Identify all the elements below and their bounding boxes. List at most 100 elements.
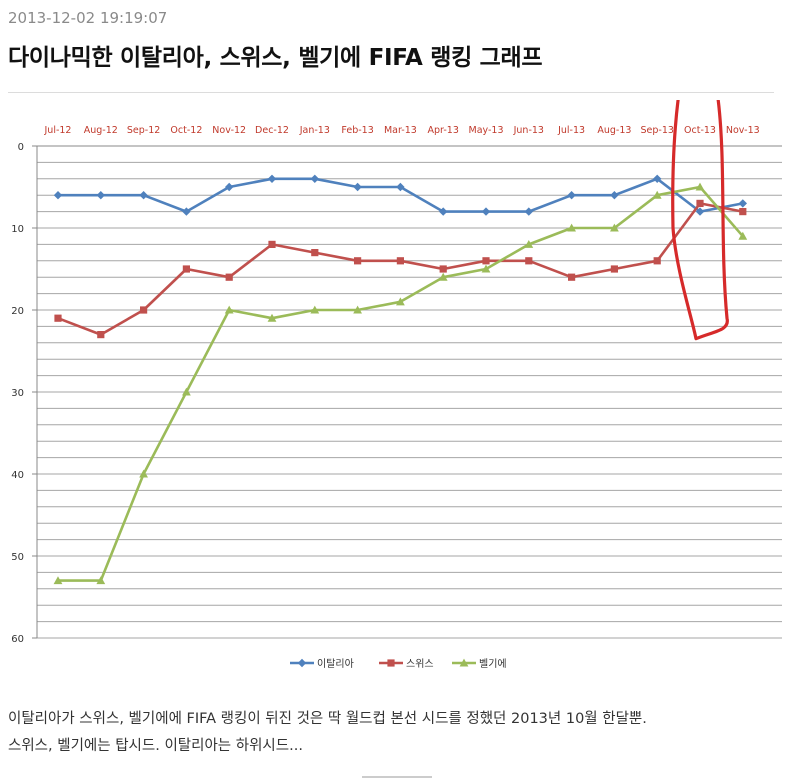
x-tick-label: Jun-13 — [513, 125, 544, 136]
data-point-switzerland — [696, 199, 704, 207]
data-point-switzerland — [739, 208, 747, 216]
data-point-belgium — [182, 387, 191, 396]
legend-swatch-marker — [387, 659, 395, 667]
data-point-belgium — [224, 305, 234, 314]
x-tick-label: Jul-12 — [44, 125, 72, 136]
legend-swatch-marker — [297, 658, 307, 668]
x-tick-label: Dec-12 — [255, 125, 289, 136]
data-point-switzerland — [268, 240, 276, 248]
x-tick-label: Oct-13 — [684, 125, 716, 136]
ranking-chart: Jul-12 Aug-12 Sep-12 Oct-12 Nov-12 Dec-12 Jan-… — [11, 100, 782, 670]
y-tick-label: 40 — [11, 470, 24, 481]
title-divider — [8, 92, 774, 93]
legend-item-switzerland: 스위스 — [379, 657, 434, 670]
data-point-switzerland — [311, 249, 319, 257]
post-title: 다이나믹한 이탈리아, 스위스, 벨기에 FIFA 랭킹 그래프 — [8, 45, 543, 71]
y-tick-label: 10 — [11, 224, 24, 235]
data-point-belgium — [738, 231, 748, 240]
data-point-belgium — [610, 223, 619, 232]
data-point-belgium — [353, 305, 362, 314]
data-point-italy — [353, 182, 362, 192]
data-point-italy — [738, 199, 747, 208]
x-tick-label: Sep-12 — [127, 125, 160, 136]
y-tick-label: 20 — [11, 306, 24, 317]
y-tick-label: 50 — [11, 552, 24, 563]
data-point-italy — [53, 191, 63, 200]
data-point-belgium — [139, 469, 148, 478]
data-point-italy — [610, 191, 619, 200]
x-tick-label: Jul-13 — [557, 125, 585, 136]
body-line-2: 스위스, 벨기에는 탑시드. 이탈리아는 하위시드... — [8, 738, 303, 754]
x-tick-label: Nov-13 — [726, 125, 760, 136]
legend-item-italy: 이탈리아 — [290, 657, 354, 670]
data-point-italy — [524, 207, 533, 216]
x-tick-label: Apr-13 — [428, 125, 459, 136]
data-point-italy — [695, 207, 705, 216]
y-tick-label: 30 — [11, 388, 24, 399]
series-belgium — [53, 182, 748, 585]
series-line-belgium — [58, 185, 744, 582]
chart-legend: 이탈리아 스위스 벨기에 — [290, 657, 507, 670]
series-italy — [53, 174, 747, 216]
data-point-belgium — [53, 576, 63, 585]
data-point-belgium — [396, 297, 405, 306]
annotation-loop — [671, 100, 729, 341]
data-point-belgium — [438, 272, 448, 281]
series-switzerland — [54, 199, 747, 339]
red-circle-annotation — [671, 100, 729, 341]
data-point-switzerland — [653, 257, 661, 265]
x-tick-label: Oct-12 — [170, 125, 202, 136]
data-point-belgium — [96, 576, 106, 585]
chart-gridlines — [37, 161, 782, 639]
chart-axes — [32, 145, 782, 639]
data-point-italy — [267, 174, 277, 183]
data-point-italy — [439, 207, 448, 216]
legend-label: 벨기에 — [479, 658, 507, 670]
data-point-belgium — [310, 305, 320, 314]
data-point-italy — [481, 207, 491, 216]
data-point-italy — [139, 191, 148, 200]
data-point-switzerland — [525, 257, 533, 265]
y-tick-labels: 0 10 20 30 40 50 60 — [11, 142, 24, 645]
data-point-switzerland — [482, 257, 490, 265]
data-point-italy — [96, 191, 105, 200]
x-tick-label: Sep-13 — [640, 125, 673, 136]
x-tick-label: Feb-13 — [341, 125, 373, 136]
y-tick-label: 0 — [18, 142, 24, 153]
data-point-switzerland — [396, 257, 404, 265]
bottom-separator — [362, 776, 432, 778]
data-point-switzerland — [354, 257, 362, 265]
data-point-belgium — [524, 240, 534, 248]
x-tick-label: Mar-13 — [384, 125, 417, 136]
x-tick-label: May-13 — [469, 125, 504, 136]
data-point-belgium — [567, 223, 576, 232]
data-point-switzerland — [568, 273, 576, 281]
data-point-switzerland — [439, 265, 447, 273]
x-tick-label: Nov-12 — [212, 125, 246, 136]
data-point-switzerland — [182, 265, 190, 273]
data-point-italy — [567, 191, 576, 200]
legend-swatch-marker — [459, 658, 469, 667]
data-point-italy — [182, 207, 191, 216]
x-tick-label: Jan-13 — [299, 125, 330, 136]
x-tick-labels: Jul-12 Aug-12 Sep-12 Oct-12 Nov-12 Dec-12 Jan-… — [44, 125, 760, 136]
series-line-switzerland — [57, 202, 744, 336]
data-point-switzerland — [54, 314, 62, 322]
post-body: 이탈리아가 스위스, 벨기에에 FIFA 랭킹이 뒤진 것은 딱 월드컵 본선 … — [8, 706, 780, 760]
data-point-switzerland — [610, 265, 618, 273]
data-point-belgium — [652, 190, 662, 199]
data-point-belgium — [267, 313, 277, 322]
x-tick-label: Aug-12 — [84, 125, 118, 136]
chart-series — [53, 174, 748, 585]
legend-item-belgium: 벨기에 — [452, 658, 507, 670]
post-timestamp: 2013-12-02 19:19:07 — [8, 9, 168, 27]
data-point-italy — [653, 174, 662, 183]
data-point-belgium — [481, 264, 491, 273]
data-point-switzerland — [140, 306, 148, 314]
data-point-italy — [225, 182, 234, 192]
legend-label: 스위스 — [406, 657, 434, 670]
data-point-belgium — [695, 182, 705, 191]
data-point-switzerland — [225, 273, 233, 281]
y-tick-label: 60 — [11, 634, 24, 645]
data-point-italy — [310, 174, 319, 183]
